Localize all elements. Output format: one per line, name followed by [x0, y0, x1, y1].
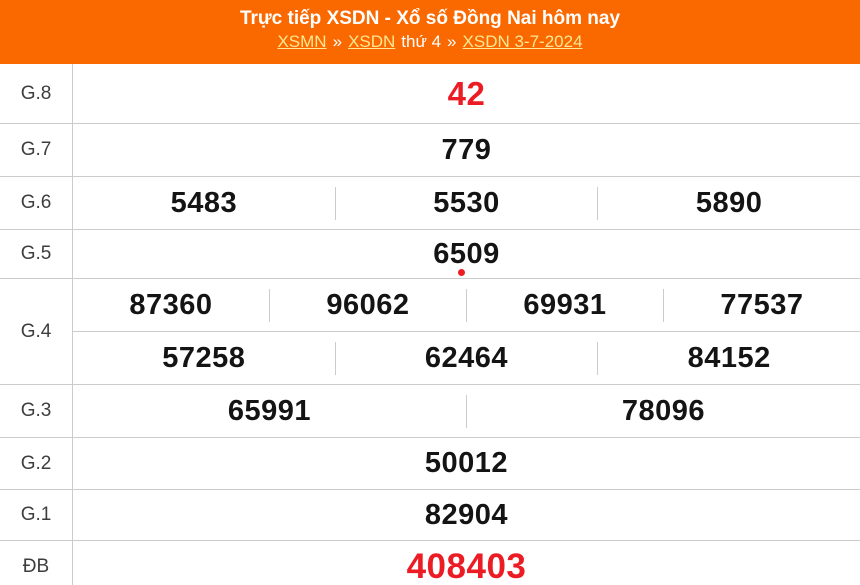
prize-row-g3: G.3 65991 78096 — [0, 385, 860, 438]
prize-number-g4-0-2: 69931 — [466, 288, 663, 322]
breadcrumb-link-xsdn-3-7-2024[interactable]: XSDN 3-7-2024 — [462, 32, 583, 51]
prize-line: 5483 5530 5890 — [73, 177, 860, 229]
prize-values-g5: 6509 — [73, 230, 860, 278]
prize-number-g4-1-2: 84152 — [597, 341, 860, 375]
prize-number-g4-0-0: 87360 — [129, 288, 213, 321]
breadcrumb-link-xsdn[interactable]: XSDN — [348, 32, 396, 51]
prize-label-g3: G.3 — [0, 385, 73, 437]
prize-label-g4: G.4 — [0, 279, 73, 384]
prize-row-g1: G.1 82904 — [0, 490, 860, 541]
prize-line: 50012 — [73, 438, 860, 489]
prize-number-g4-1-0: 57258 — [162, 341, 246, 374]
prize-values-g1: 82904 — [73, 490, 860, 540]
prize-values-g8: 42 — [73, 64, 860, 123]
prize-line: 408403 — [73, 541, 860, 585]
prize-line: 779 — [73, 124, 860, 176]
prize-row-g5: G.5 6509 — [0, 230, 860, 279]
prize-number-g6-0-2: 5890 — [597, 186, 860, 220]
prize-number-g2-0-0: 50012 — [424, 447, 509, 479]
prize-number-g4-1-1: 62464 — [334, 341, 598, 375]
breadcrumb: XSMN » XSDN thứ 4 » XSDN 3-7-2024 — [0, 30, 860, 53]
prize-row-g2: G.2 50012 — [0, 438, 860, 490]
prize-number-g6-0-0: 5483 — [170, 186, 238, 219]
prize-line: 6509 — [73, 230, 860, 278]
prize-label-db: ĐB — [0, 541, 73, 585]
prize-values-g4: 87360 96062 69931 77537 57258 62464 84152 — [73, 279, 860, 384]
prize-row-g8: G.8 42 — [0, 64, 860, 124]
prize-label-g7: G.7 — [0, 124, 73, 176]
prize-label-g5: G.5 — [0, 230, 73, 278]
prize-number-g3-0-1: 78096 — [466, 394, 860, 428]
prize-line: 42 — [73, 64, 860, 123]
prize-number-g4-0-3: 77537 — [663, 288, 860, 322]
prize-number-g8-0-0: 42 — [447, 74, 486, 112]
prize-label-g8: G.8 — [0, 64, 73, 123]
prize-number-db-0-0: 408403 — [406, 547, 527, 585]
header: Trực tiếp XSDN - Xổ số Đồng Nai hôm nay … — [0, 0, 860, 64]
prize-line: 82904 — [73, 490, 860, 540]
prize-label-g6: G.6 — [0, 177, 73, 229]
prize-label-g2: G.2 — [0, 438, 73, 489]
live-update-marker-dot — [458, 269, 465, 276]
prize-line: 87360 96062 69931 77537 — [73, 279, 860, 331]
prize-line: 65991 78096 — [73, 385, 860, 437]
prize-row-g4: G.4 87360 96062 69931 77537 57258 62464 84152 — [0, 279, 860, 385]
prize-label-g1: G.1 — [0, 490, 73, 540]
breadcrumb-separator: » — [447, 32, 457, 51]
prize-number-g6-0-1: 5530 — [334, 186, 598, 220]
page-title: Trực tiếp XSDN - Xổ số Đồng Nai hôm nay — [239, 8, 621, 29]
prize-row-db: ĐB 408403 — [0, 541, 860, 585]
breadcrumb-separator: » — [332, 32, 343, 51]
prize-values-g2: 50012 — [73, 438, 860, 489]
prize-number-g3-0-0: 65991 — [227, 394, 312, 427]
prize-row-g7: G.7 779 — [0, 124, 860, 177]
prize-row-g6: G.6 5483 5530 5890 — [0, 177, 860, 230]
prize-line: 57258 62464 84152 — [73, 331, 860, 384]
prize-values-g6: 5483 5530 5890 — [73, 177, 860, 229]
prize-values-g7: 779 — [73, 124, 860, 176]
prize-number-g5-0-0: 6509 — [433, 237, 500, 270]
breadcrumb-separator: thứ 4 — [401, 32, 442, 51]
results-table: G.8 42 G.7 779 G.6 5483 5530 5890 G.5 6509 G.4 8736… — [0, 64, 860, 585]
prize-values-g3: 65991 78096 — [73, 385, 860, 437]
prize-number-g4-0-1: 96062 — [269, 288, 466, 322]
prize-values-db: 408403 — [73, 541, 860, 585]
breadcrumb-link-xsmn[interactable]: XSMN — [277, 32, 327, 51]
prize-number-g7-0-0: 779 — [441, 133, 492, 166]
prize-number-g1-0-0: 82904 — [424, 498, 509, 531]
